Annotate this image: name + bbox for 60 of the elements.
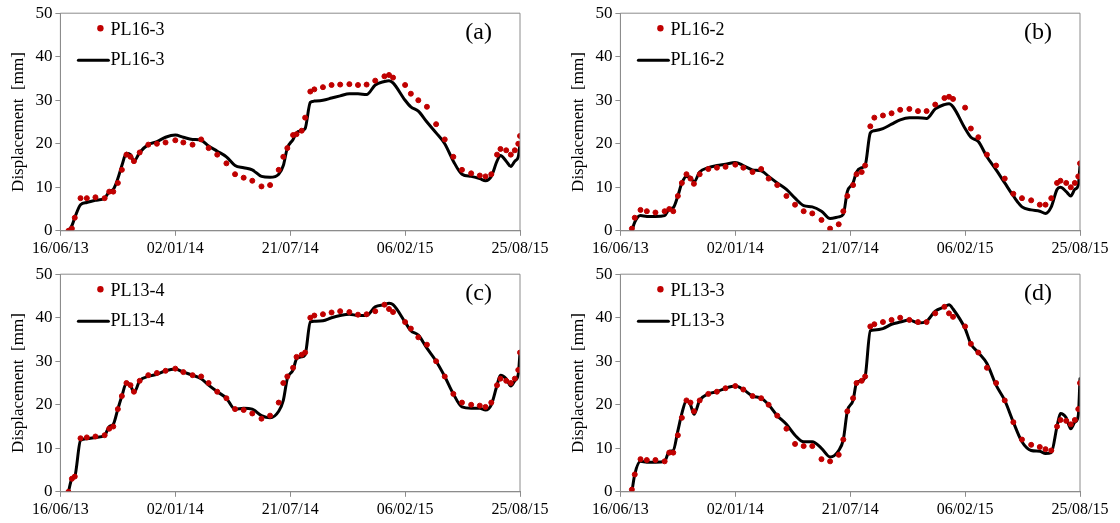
legend-label: PL16-2 <box>670 18 725 39</box>
x-tick-label: 02/01/14 <box>706 499 764 517</box>
x-tick-label: 16/06/13 <box>31 238 89 256</box>
y-tick-label: 10 <box>35 176 53 196</box>
y-tick-label: 10 <box>595 176 613 196</box>
legend-label: PL16-3 <box>110 48 165 69</box>
y-tick-label: 30 <box>595 89 613 109</box>
x-tick-label: 16/06/13 <box>591 238 649 256</box>
x-tick-label: 16/06/13 <box>31 499 89 517</box>
y-tick-label: 0 <box>43 220 53 240</box>
y-tick-label: 0 <box>603 220 613 240</box>
x-tick-label: 06/02/15 <box>936 499 994 517</box>
x-tick-label: 02/01/14 <box>146 499 204 517</box>
legend-label: PL16-2 <box>670 48 725 69</box>
y-axis-title: Displacement [mm] <box>7 52 27 192</box>
legend-label: PL13-3 <box>670 279 725 300</box>
x-tick-label: 25/08/15 <box>491 238 549 256</box>
x-tick-label: 21/07/14 <box>821 238 879 256</box>
y-tick-label: 50 <box>595 2 613 22</box>
legend-label: PL13-4 <box>110 309 165 330</box>
y-tick-label: 20 <box>595 394 613 414</box>
legend-label: PL13-4 <box>110 279 165 300</box>
y-axis-title: Displacement [mm] <box>7 313 27 453</box>
y-tick-label: 20 <box>35 133 53 153</box>
y-tick-label: 40 <box>35 46 53 66</box>
legend-label: PL16-3 <box>110 18 165 39</box>
y-tick-label: 0 <box>603 481 613 501</box>
x-tick-label: 25/08/15 <box>491 499 549 517</box>
x-tick-label: 16/06/13 <box>591 499 649 517</box>
y-tick-label: 20 <box>595 133 613 153</box>
y-tick-label: 30 <box>35 350 53 370</box>
x-tick-label: 25/08/15 <box>1051 499 1109 517</box>
x-tick-label: 21/07/14 <box>261 499 319 517</box>
y-tick-label: 50 <box>35 2 53 22</box>
y-tick-label: 10 <box>35 437 53 457</box>
legend-label: PL13-3 <box>670 309 725 330</box>
annotation: (c) <box>465 279 492 306</box>
y-tick-label: 0 <box>43 481 53 501</box>
y-tick-label: 50 <box>595 263 613 283</box>
y-tick-label: 40 <box>595 46 613 66</box>
x-tick-label: 02/01/14 <box>706 238 764 256</box>
y-tick-label: 20 <box>35 394 53 414</box>
x-tick-label: 21/07/14 <box>261 238 319 256</box>
annotation: (d) <box>1024 279 1052 306</box>
x-tick-label: 06/02/15 <box>936 238 994 256</box>
annotation: (b) <box>1024 18 1052 45</box>
y-tick-label: 50 <box>35 263 53 283</box>
x-tick-label: 02/01/14 <box>146 238 204 256</box>
y-tick-label: 30 <box>595 350 613 370</box>
x-tick-label: 06/02/15 <box>376 238 434 256</box>
y-tick-label: 30 <box>35 89 53 109</box>
y-tick-label: 40 <box>595 307 613 327</box>
x-tick-label: 06/02/15 <box>376 499 434 517</box>
y-tick-label: 10 <box>595 437 613 457</box>
annotation: (a) <box>465 18 492 45</box>
x-tick-label: 25/08/15 <box>1051 238 1109 256</box>
x-tick-label: 21/07/14 <box>821 499 879 517</box>
y-tick-label: 40 <box>35 307 53 327</box>
y-axis-title: Displacement [mm] <box>567 52 587 192</box>
y-axis-title: Displacement [mm] <box>567 313 587 453</box>
